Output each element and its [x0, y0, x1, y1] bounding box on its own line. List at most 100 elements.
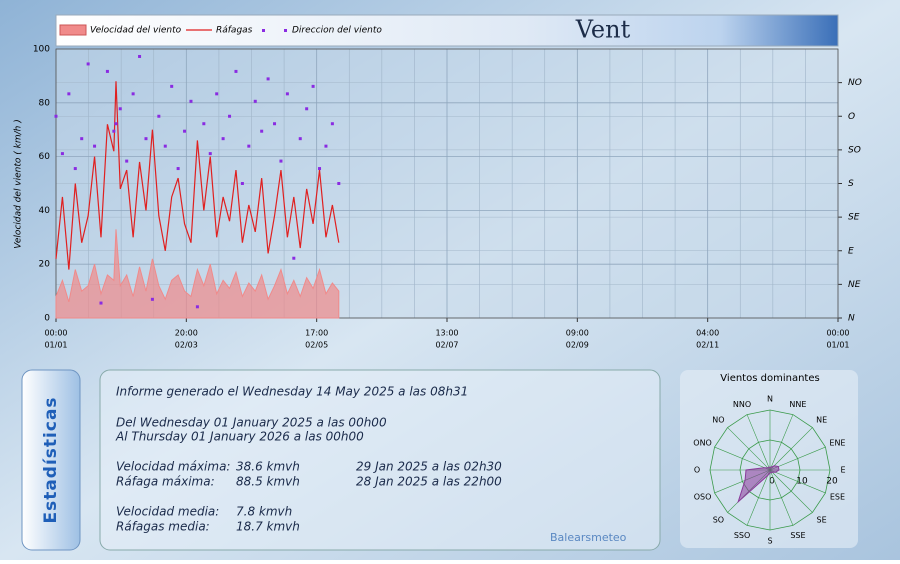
- direction-point: [240, 182, 244, 185]
- stat-label: Ráfaga máxima:: [116, 475, 215, 489]
- direction-point: [285, 92, 289, 96]
- rose-direction-label: S: [767, 537, 772, 546]
- rose-title: Vientos dominantes: [720, 373, 819, 384]
- direction-point: [73, 167, 77, 171]
- stat-value: 7.8 kmvh: [236, 505, 292, 519]
- direction-point: [279, 159, 283, 163]
- x-tick-label: 00:00: [44, 329, 67, 338]
- direction-point: [80, 137, 84, 141]
- direction-point: [266, 77, 270, 81]
- stat-date: 29 Jan 2025 a las 02h30: [356, 460, 502, 474]
- y2-tick-label: S: [848, 179, 854, 189]
- x-tick-label: 13:00: [435, 329, 458, 338]
- direction-point: [118, 107, 122, 111]
- rose-spoke: [769, 469, 813, 513]
- x-tick-date: 01/01: [826, 341, 849, 350]
- direction-point: [292, 256, 296, 260]
- stats-tab[interactable]: [21, 369, 81, 551]
- direction-point: [183, 129, 187, 133]
- charts: 020406080100NNEESESSOONO00:0001/0120:000…: [33, 24, 862, 546]
- direction-point: [86, 62, 90, 66]
- rose-direction-label: SO: [713, 516, 724, 525]
- rose-direction-label: SSO: [734, 531, 750, 540]
- y-axis-label: Velocidad del viento ( km/h ): [14, 119, 24, 248]
- y-tick-label: 0: [44, 314, 50, 324]
- direction-point: [99, 301, 103, 305]
- rose-tick-label: 10: [796, 477, 808, 487]
- direction-point: [125, 159, 129, 163]
- x-tick-label: 20:00: [175, 329, 198, 338]
- direction-point: [202, 122, 206, 126]
- direction-point: [60, 152, 64, 156]
- stats-tab-label[interactable]: Estadísticas: [41, 396, 61, 523]
- gust-line: [55, 81, 340, 270]
- x-tick-label: 17:00: [305, 329, 328, 338]
- x-tick-date: 01/01: [44, 341, 67, 350]
- rose-spoke: [769, 414, 794, 471]
- y2-tick-label: SO: [848, 145, 861, 155]
- direction-point: [234, 69, 238, 73]
- direction-point: [253, 99, 257, 103]
- rose-direction-label: OSO: [694, 493, 712, 502]
- credit: Balearsmeteo: [550, 531, 627, 544]
- legend-label: Velocidad del viento: [90, 26, 182, 36]
- rose-direction-label: N: [767, 395, 773, 404]
- direction-point: [157, 114, 161, 118]
- direction-point: [215, 92, 219, 96]
- direction-point: [260, 129, 264, 133]
- y2-tick-label: NO: [848, 78, 862, 88]
- direction-point: [324, 144, 328, 148]
- rose-spoke: [746, 469, 771, 526]
- rose-spoke: [769, 446, 826, 471]
- rose-direction-label: SE: [817, 516, 827, 525]
- stat-label: Ráfagas media:: [116, 520, 210, 534]
- stat-label: Velocidad máxima:: [116, 460, 230, 474]
- rose-spoke: [769, 427, 813, 471]
- rose-direction-label: O: [694, 466, 700, 475]
- x-tick-date: 02/07: [435, 341, 458, 350]
- direction-point: [170, 84, 174, 88]
- direction-point: [337, 182, 341, 185]
- rose-direction-label: NNO: [733, 400, 751, 409]
- rose-spoke: [714, 446, 771, 471]
- rose-spoke: [727, 427, 771, 471]
- direction-point: [318, 167, 322, 171]
- rose-direction-label: NE: [816, 415, 827, 424]
- y-tick-label: 100: [33, 45, 50, 55]
- direction-point: [54, 114, 58, 118]
- x-tick-date: 02/09: [566, 341, 589, 350]
- plot-frame: [55, 48, 839, 319]
- rose-tick-label: 20: [826, 477, 838, 487]
- legend-swatch: [262, 29, 265, 32]
- direction-point: [330, 122, 334, 126]
- direction-point: [273, 122, 277, 126]
- direction-point: [138, 54, 142, 58]
- y2-tick-label: SE: [848, 213, 860, 223]
- direction-point: [195, 305, 199, 309]
- rose-tick-label: 0: [769, 477, 775, 487]
- y-tick-label: 60: [39, 152, 51, 162]
- direction-point: [150, 297, 154, 301]
- direction-point: [176, 167, 180, 171]
- chart-title: Vent: [575, 16, 631, 44]
- direction-point: [228, 114, 232, 118]
- legend-label: Direccion del viento: [292, 26, 382, 36]
- legend-label: Ráfagas: [216, 26, 253, 36]
- rose-direction-label: NO: [712, 415, 724, 424]
- rose-spoke: [769, 469, 826, 494]
- rose-direction-label: NNE: [789, 400, 806, 409]
- direction-point: [114, 122, 118, 126]
- direction-point: [105, 69, 109, 73]
- rose-direction-label: SSE: [790, 531, 805, 540]
- stat-date: 28 Jan 2025 a las 22h00: [356, 475, 502, 489]
- rose-direction-label: ESE: [830, 493, 845, 502]
- direction-point: [311, 84, 315, 88]
- x-tick-date: 02/03: [175, 341, 198, 350]
- direction-point: [208, 152, 212, 156]
- direction-point: [305, 107, 309, 111]
- stats-to: Al Thursday 01 January 2026 a las 00h00: [115, 430, 364, 444]
- x-tick-label: 09:00: [566, 329, 589, 338]
- y2-tick-label: O: [848, 112, 855, 122]
- direction-point: [189, 99, 193, 103]
